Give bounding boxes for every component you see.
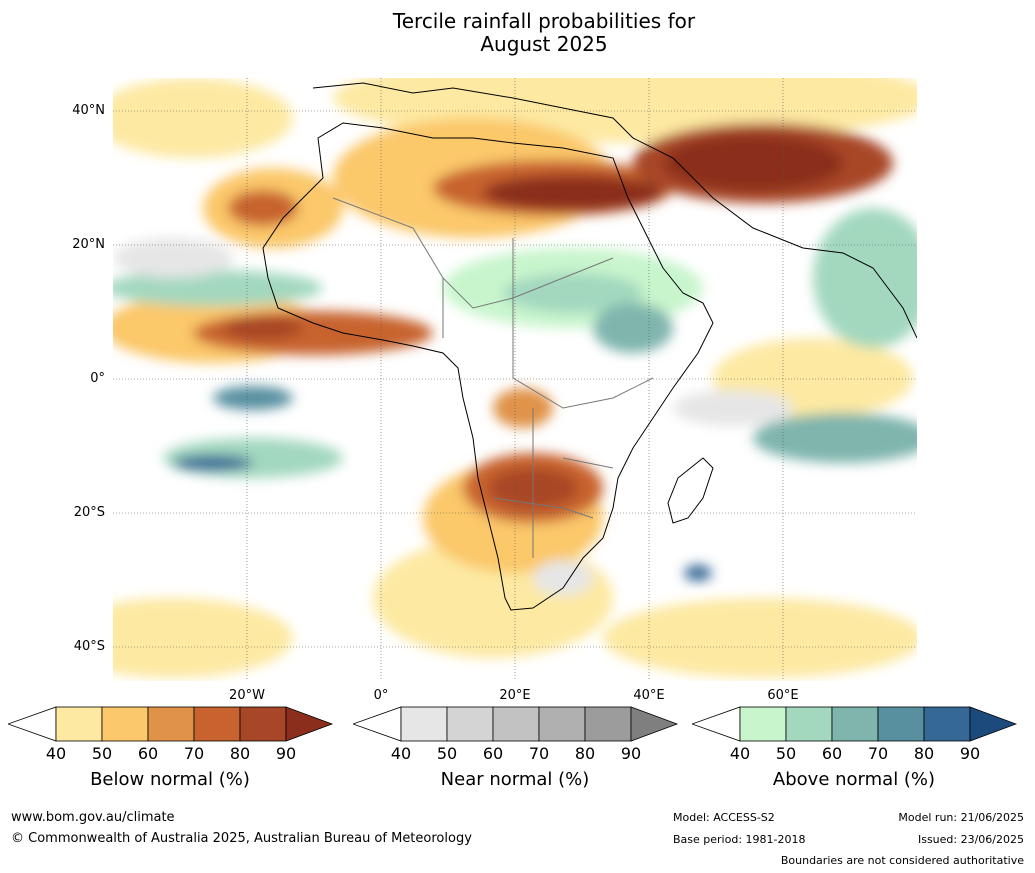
footer-issued: Issued: 23/06/2025: [917, 833, 1024, 846]
cb-below-tick-40: 40: [45, 744, 67, 763]
map-canvas: [113, 78, 917, 681]
cb-below-tick-90: 90: [275, 744, 297, 763]
cb-near-tick-80: 80: [574, 744, 596, 763]
cb-near-tick-60: 60: [482, 744, 504, 763]
footer-url: www.bom.gov.au/climate: [11, 810, 175, 825]
rainfall-probability-map: [113, 78, 917, 681]
lon-label-40e: 40°E: [633, 688, 665, 703]
footer-disclaimer: Boundaries are not considered authoritat…: [780, 854, 1024, 867]
footer-model: Model: ACCESS-S2: [673, 811, 775, 824]
footer-base-period: Base period: 1981-2018: [673, 833, 806, 846]
lon-label-20w: 20°W: [229, 688, 265, 703]
lat-label-40s: 40°S: [73, 639, 105, 654]
cb-near-tick-50: 50: [436, 744, 458, 763]
chart-title: Tercile rainfall probabilities for Augus…: [0, 10, 1035, 56]
cb-near-tick-70: 70: [528, 744, 550, 763]
footer-model-run: Model run: 21/06/2025: [898, 811, 1024, 824]
lon-label-0: 0°: [373, 688, 389, 703]
probability-fields: [113, 78, 917, 678]
cb-near-title: Near normal (%): [440, 769, 590, 790]
cb-above-title: Above normal (%): [772, 769, 936, 790]
cb-above-tick-40: 40: [729, 744, 751, 763]
cb-below-tick-50: 50: [91, 744, 113, 763]
cb-above-tick-90: 90: [959, 744, 981, 763]
lat-label-equator: 0°: [90, 371, 105, 386]
cb-above-tick-50: 50: [775, 744, 797, 763]
cb-near-tick-90: 90: [620, 744, 642, 763]
colorbar-below-normal: [8, 706, 334, 742]
colorbar-near-normal: [353, 706, 679, 742]
cb-below-title: Below normal (%): [90, 769, 250, 790]
cb-above-tick-70: 70: [867, 744, 889, 763]
cb-near-tick-40: 40: [390, 744, 412, 763]
cb-above-tick-80: 80: [913, 744, 935, 763]
lon-label-20e: 20°E: [499, 688, 531, 703]
lat-label-20n: 20°N: [72, 237, 105, 252]
footer-copyright: © Commonwealth of Australia 2025, Austra…: [11, 831, 472, 846]
cb-below-tick-80: 80: [229, 744, 251, 763]
lat-label-20s: 20°S: [73, 505, 105, 520]
title-line-1: Tercile rainfall probabilities for: [392, 9, 696, 33]
coastlines: [262, 82, 917, 611]
lon-label-60e: 60°E: [767, 688, 799, 703]
cb-below-tick-60: 60: [137, 744, 159, 763]
lat-label-40n: 40°N: [72, 103, 105, 118]
cb-above-tick-60: 60: [821, 744, 843, 763]
title-line-2: August 2025: [480, 32, 608, 56]
country-borders: [332, 197, 654, 558]
cb-below-tick-70: 70: [183, 744, 205, 763]
colorbar-above-normal: [692, 706, 1018, 742]
